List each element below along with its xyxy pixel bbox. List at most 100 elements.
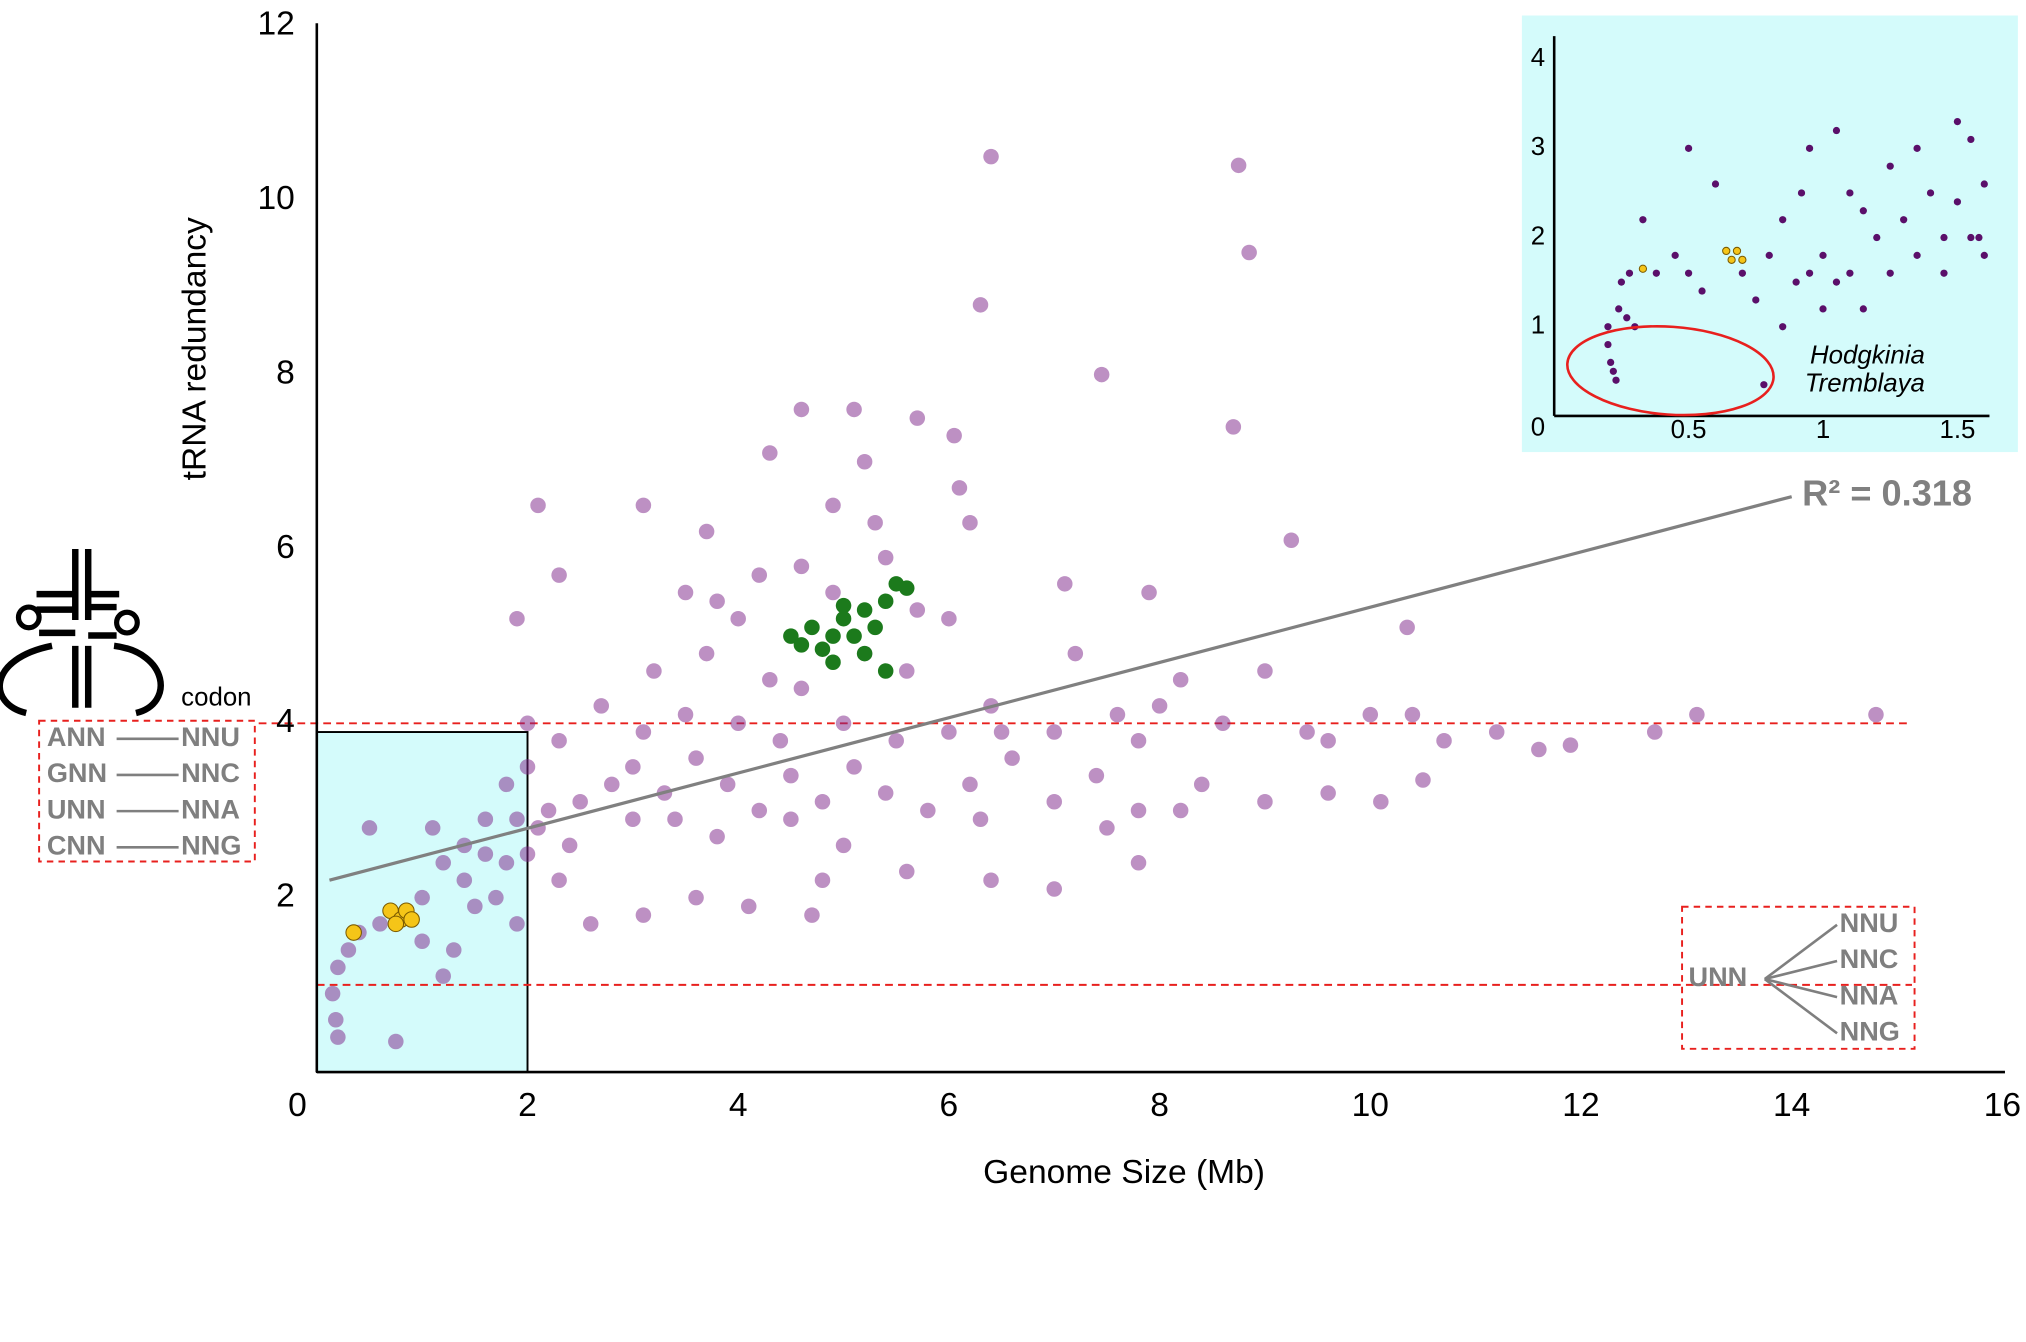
y-tick-label: 8 bbox=[276, 354, 295, 391]
data-point bbox=[709, 593, 725, 610]
data-point bbox=[424, 820, 441, 836]
inset-x-tick-label: 1 bbox=[1816, 416, 1830, 444]
data-point bbox=[688, 889, 704, 906]
data-point bbox=[1488, 724, 1505, 740]
data-point bbox=[1151, 698, 1168, 714]
data-point bbox=[835, 597, 852, 614]
x-tick-label: 2 bbox=[518, 1087, 537, 1124]
data-point bbox=[345, 924, 362, 941]
data-point bbox=[1698, 287, 1706, 295]
data-point bbox=[793, 680, 810, 697]
data-point bbox=[772, 732, 789, 749]
data-point bbox=[635, 724, 652, 740]
data-point bbox=[1241, 244, 1257, 261]
data-point bbox=[1141, 584, 1157, 601]
inset-background bbox=[1521, 15, 2018, 453]
data-point bbox=[1671, 251, 1679, 259]
data-point bbox=[1639, 216, 1647, 224]
data-point bbox=[1625, 269, 1634, 277]
data-point bbox=[477, 846, 494, 862]
data-point bbox=[814, 641, 831, 657]
inset-y-tick-label: 4 bbox=[1531, 44, 1545, 72]
pair-line bbox=[1763, 923, 1838, 981]
data-point bbox=[1230, 157, 1247, 174]
data-point bbox=[835, 837, 852, 854]
data-point bbox=[1615, 305, 1623, 313]
anticodon: UNN bbox=[1689, 961, 1748, 992]
data-point bbox=[635, 907, 652, 923]
data-point bbox=[1859, 207, 1867, 215]
data-point bbox=[1980, 251, 1988, 259]
data-point bbox=[1172, 671, 1189, 688]
x-axis-label: Genome Size (Mb) bbox=[983, 1154, 1265, 1191]
trendline bbox=[329, 495, 1793, 882]
data-point bbox=[498, 776, 515, 793]
data-point bbox=[387, 915, 405, 933]
data-point bbox=[1373, 794, 1389, 810]
y-tick-label: 4 bbox=[276, 703, 295, 740]
codon-label: codon bbox=[181, 684, 251, 712]
pair-line bbox=[1764, 959, 1838, 981]
data-point bbox=[899, 863, 915, 880]
data-point bbox=[762, 445, 778, 461]
codon: NNG bbox=[1840, 1015, 1900, 1046]
data-point bbox=[814, 872, 831, 888]
data-point bbox=[551, 732, 567, 749]
data-point bbox=[688, 750, 704, 766]
data-point bbox=[1689, 706, 1705, 723]
data-point bbox=[1057, 576, 1073, 592]
data-point bbox=[856, 645, 873, 662]
data-point bbox=[1819, 251, 1827, 259]
data-point bbox=[1868, 706, 1884, 723]
data-point bbox=[646, 663, 662, 679]
data-point bbox=[1940, 269, 1948, 277]
data-point bbox=[941, 610, 957, 627]
data-point bbox=[877, 663, 894, 679]
data-point bbox=[519, 715, 536, 732]
data-point bbox=[972, 297, 989, 313]
data-point bbox=[530, 497, 546, 514]
data-point bbox=[519, 759, 536, 775]
y-tick-label: 6 bbox=[276, 529, 295, 566]
data-point bbox=[435, 968, 451, 984]
data-point bbox=[403, 911, 420, 928]
data-point bbox=[1283, 532, 1300, 548]
wobble-box bbox=[38, 719, 256, 863]
data-point bbox=[604, 776, 620, 793]
data-point bbox=[1819, 305, 1827, 313]
data-point bbox=[793, 637, 810, 653]
data-point bbox=[783, 767, 799, 784]
data-point bbox=[561, 837, 578, 854]
data-point bbox=[1320, 732, 1336, 749]
data-point bbox=[1046, 724, 1063, 740]
data-point bbox=[1926, 189, 1935, 197]
x-tick-label: 10 bbox=[1352, 1087, 1389, 1124]
data-point bbox=[1046, 794, 1063, 810]
data-point bbox=[888, 732, 904, 749]
r-squared: R² = 0.318 bbox=[1802, 473, 1972, 514]
data-point bbox=[498, 855, 515, 871]
species-label: Tremblaya bbox=[1805, 370, 1925, 398]
data-point bbox=[1299, 724, 1315, 740]
data-point bbox=[1967, 233, 1975, 242]
data-point bbox=[1109, 706, 1126, 723]
data-point bbox=[1832, 126, 1841, 135]
data-point bbox=[1257, 794, 1273, 810]
inset-x-tick-label: 0.5 bbox=[1671, 416, 1707, 444]
data-point bbox=[846, 401, 862, 418]
data-point bbox=[1792, 278, 1800, 286]
data-point bbox=[361, 820, 378, 836]
data-point bbox=[509, 811, 525, 827]
y-tick-label: 12 bbox=[257, 6, 294, 43]
data-point bbox=[1646, 724, 1663, 740]
species-label: Hodgkinia bbox=[1810, 341, 1925, 369]
data-point bbox=[1886, 269, 1894, 277]
inset-y-tick-label: 1 bbox=[1531, 312, 1545, 340]
data-point bbox=[446, 942, 462, 958]
data-point bbox=[1779, 323, 1787, 331]
data-point bbox=[551, 872, 567, 888]
data-point bbox=[730, 610, 746, 627]
data-point bbox=[519, 846, 536, 862]
inset-y-tick-label: 3 bbox=[1531, 133, 1545, 161]
